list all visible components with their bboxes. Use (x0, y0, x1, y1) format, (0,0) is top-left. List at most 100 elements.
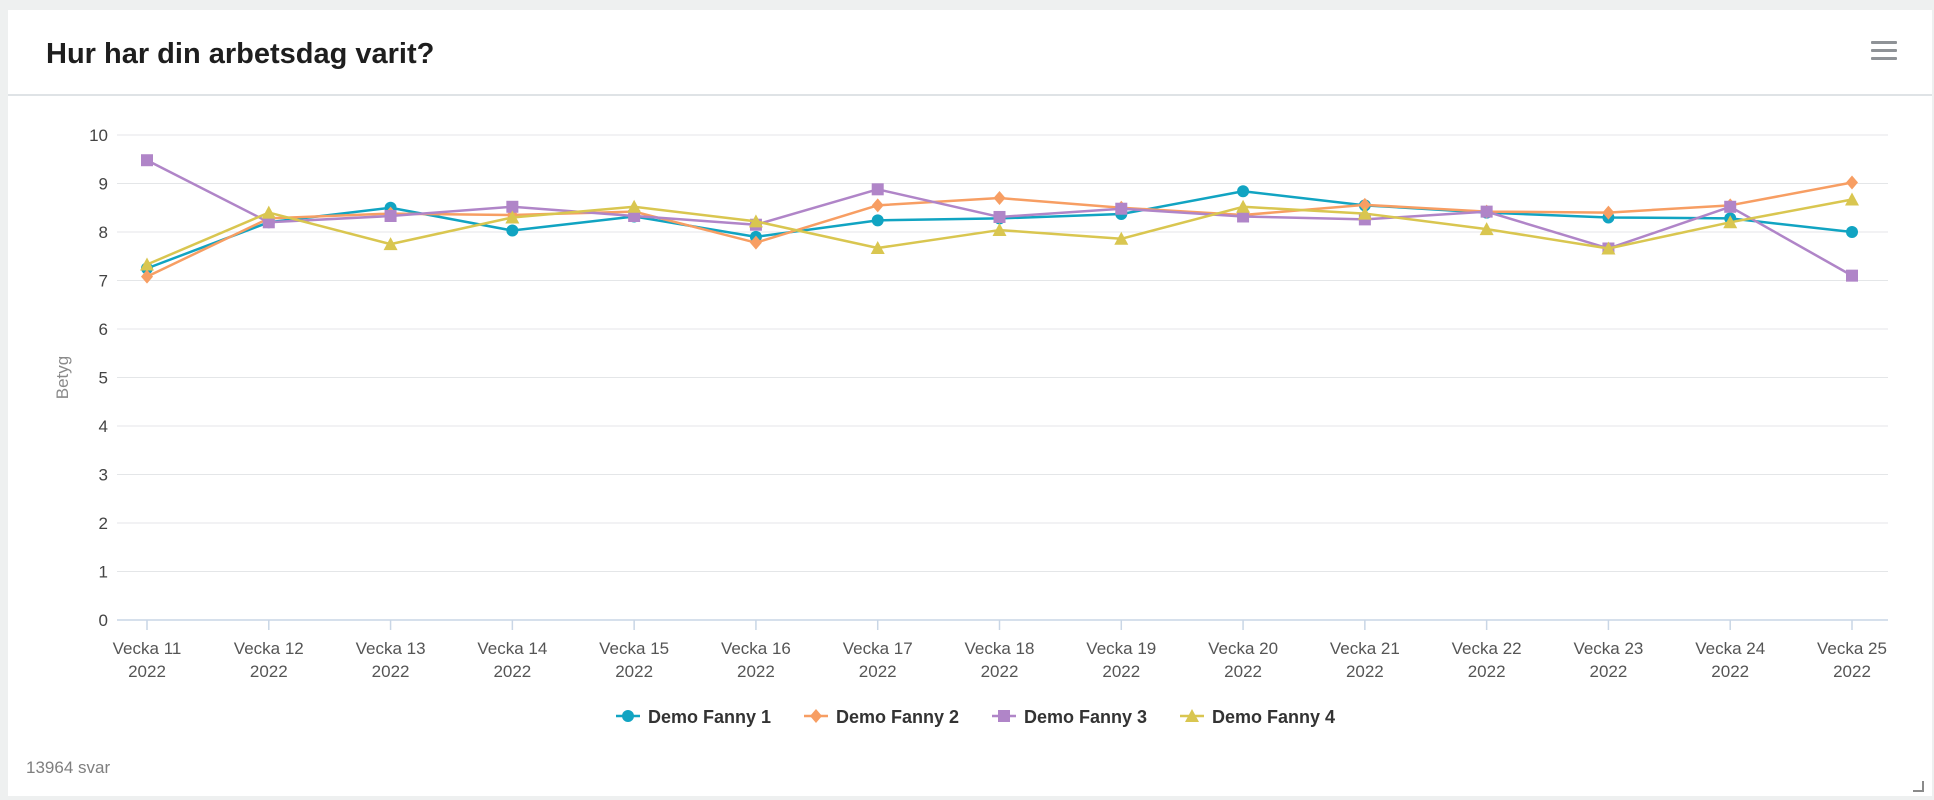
x-tick-year-label: 2022 (1833, 662, 1871, 681)
x-tick-year-label: 2022 (1102, 662, 1140, 681)
response-count: 13964 svar (26, 758, 111, 777)
data-point (627, 199, 642, 213)
x-tick-label: Vecka 21 (1330, 639, 1400, 658)
data-point (871, 214, 884, 227)
data-point (384, 209, 397, 222)
legend: Demo Fanny 1 Demo Fanny 2 Demo Fanny 3 Demo… (616, 707, 1335, 727)
x-tick-label: Vecka 12 (234, 639, 304, 658)
data-point (506, 224, 519, 237)
data-point (993, 210, 1006, 223)
chart-card: Hur har din arbetsdag varit? 0 1 2 3 4 5 6 7 8 9 1… (8, 10, 1932, 796)
series-4 (140, 192, 1859, 271)
series-layer (140, 154, 1859, 284)
x-tick-year-label: 2022 (250, 662, 288, 681)
resize-handle-icon[interactable] (1912, 780, 1924, 792)
card-header: Hur har din arbetsdag varit? (8, 10, 1932, 96)
x-tick-label: Vecka 17 (843, 639, 913, 658)
legend-label: Demo Fanny 1 (648, 707, 771, 727)
data-point (262, 216, 275, 229)
legend-item[interactable]: Demo Fanny 4 (1180, 707, 1335, 727)
data-point (749, 235, 762, 250)
legend-marker (810, 709, 822, 723)
x-tick-year-label: 2022 (981, 662, 1019, 681)
page-title: Hur har din arbetsdag varit? (46, 38, 435, 70)
data-point (141, 269, 153, 284)
hamburger-menu-icon[interactable] (1866, 36, 1902, 66)
data-point (505, 210, 520, 224)
line-chart: 0 1 2 3 4 5 6 7 8 9 10 Betyg Vecka 11 2022 Vecka 12 202… (53, 126, 1888, 727)
x-tick-label: Vecka 18 (965, 639, 1035, 658)
data-point (870, 241, 885, 255)
data-point (1236, 199, 1251, 213)
y-axis-title: Betyg (53, 356, 72, 399)
legend-label: Demo Fanny 3 (1024, 707, 1147, 727)
data-point (140, 257, 154, 271)
x-tick-year-label: 2022 (1224, 662, 1262, 681)
x-tick-year-label: 2022 (493, 662, 531, 681)
x-tick-year-label: 2022 (737, 662, 775, 681)
y-tick-label: 0 (99, 611, 108, 630)
data-point (1115, 202, 1128, 215)
y-tick-label: 9 (99, 175, 108, 194)
data-point (383, 237, 398, 251)
y-tick-label: 7 (99, 272, 108, 291)
y-tick-label: 3 (99, 466, 108, 485)
x-tick-label: Vecka 25 (1817, 639, 1887, 658)
data-point (992, 223, 1007, 237)
data-point (748, 214, 763, 228)
x-tick-year-label: 2022 (1346, 662, 1384, 681)
legend-marker (1185, 709, 1199, 722)
data-point (141, 154, 153, 167)
legend-item[interactable]: Demo Fanny 2 (804, 707, 959, 727)
x-tick-year-label: 2022 (1468, 662, 1506, 681)
data-point (1846, 175, 1858, 190)
x-tick-label: Vecka 23 (1573, 639, 1643, 658)
data-point (1114, 231, 1129, 245)
y-tick-label: 5 (99, 369, 108, 388)
x-tick-label: Vecka 20 (1208, 639, 1278, 658)
legend-item[interactable]: Demo Fanny 1 (616, 707, 771, 727)
x-tick-label: Vecka 15 (599, 639, 669, 658)
data-point (628, 209, 641, 222)
data-point (1845, 192, 1859, 206)
x-tick-year-label: 2022 (128, 662, 166, 681)
data-point (1479, 222, 1494, 236)
y-tick-label: 2 (99, 514, 108, 533)
data-point (871, 198, 884, 213)
x-tick-label: Vecka 24 (1695, 639, 1765, 658)
x-tick-label: Vecka 13 (356, 639, 426, 658)
x-tick-year-label: 2022 (1711, 662, 1749, 681)
x-tick-label: Vecka 14 (477, 639, 547, 658)
legend-marker (998, 710, 1010, 722)
data-point (506, 200, 519, 213)
data-point (1237, 210, 1250, 223)
legend-marker (622, 710, 634, 722)
y-tick-label: 6 (99, 320, 108, 339)
y-tick-label: 4 (99, 417, 108, 436)
data-point (261, 205, 276, 219)
y-tick-label: 10 (89, 126, 108, 145)
x-tick-year-label: 2022 (859, 662, 897, 681)
x-tick-label: Vecka 16 (721, 639, 791, 658)
legend-label: Demo Fanny 2 (836, 707, 959, 727)
x-tick-year-label: 2022 (615, 662, 653, 681)
x-tick-year-label: 2022 (1590, 662, 1628, 681)
data-point (1601, 241, 1616, 255)
data-point (993, 191, 1006, 206)
axes: 0 1 2 3 4 5 6 7 8 9 10 Betyg Vecka 11 2022 Vecka 12 202… (53, 126, 1887, 681)
data-point (1602, 205, 1615, 220)
data-point (1846, 269, 1858, 282)
data-point (1723, 215, 1738, 229)
data-point (1237, 185, 1250, 198)
legend-label: Demo Fanny 4 (1212, 707, 1335, 727)
x-tick-label: Vecka 11 (113, 639, 182, 658)
x-tick-label: Vecka 19 (1086, 639, 1156, 658)
x-tick-year-label: 2022 (372, 662, 410, 681)
data-point (1480, 205, 1493, 218)
y-tick-label: 8 (99, 223, 108, 242)
legend-item[interactable]: Demo Fanny 3 (992, 707, 1147, 727)
x-tick-label: Vecka 22 (1452, 639, 1522, 658)
data-point (1358, 197, 1371, 212)
data-point (1846, 226, 1858, 238)
data-point (1357, 206, 1372, 220)
